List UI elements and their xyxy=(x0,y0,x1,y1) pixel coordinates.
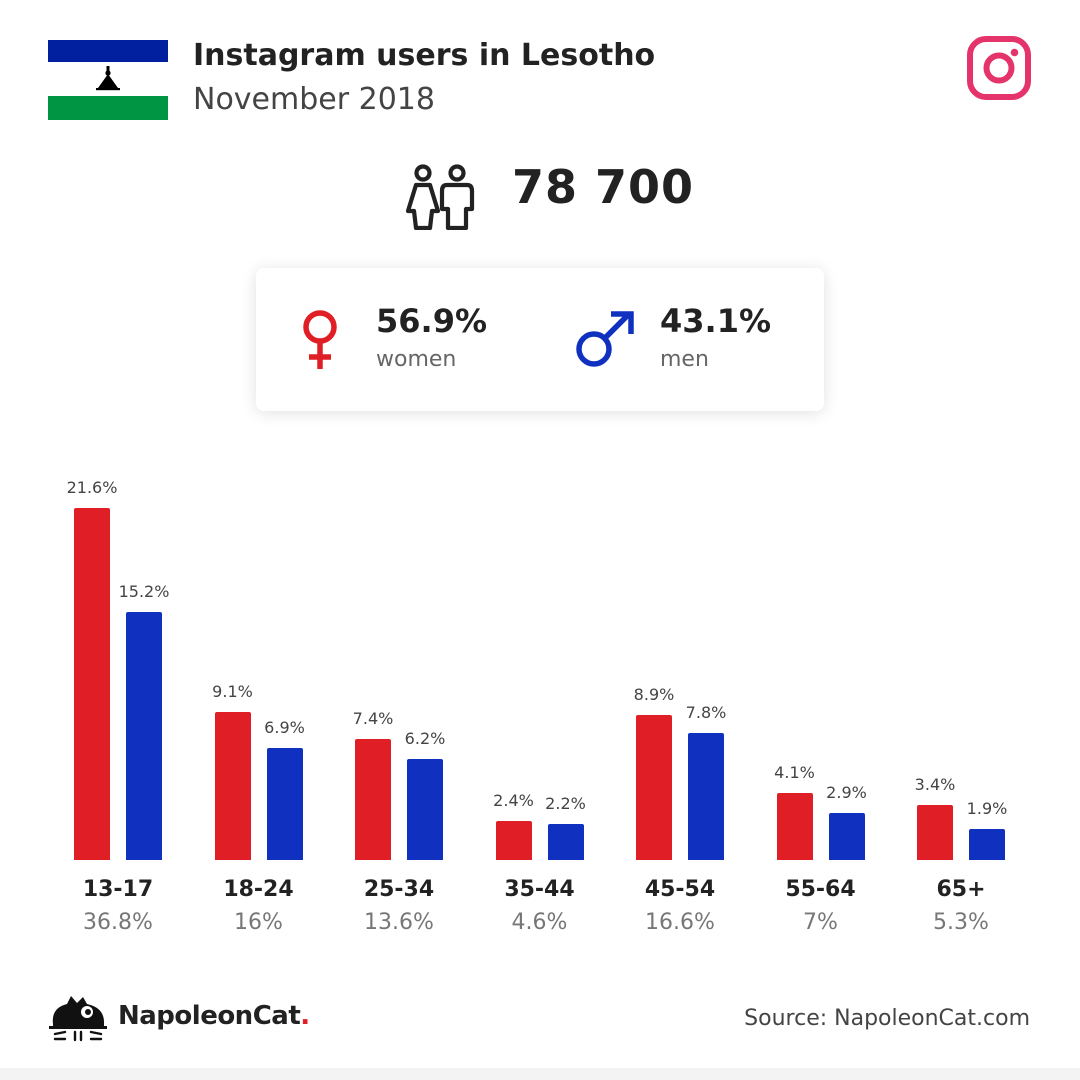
bar-55-64-women xyxy=(776,793,813,860)
category-label-45-54: 45-54 xyxy=(644,877,716,902)
men-percent: 43.1% xyxy=(660,302,772,340)
value-label-25-34-women: 7.4% xyxy=(352,709,394,728)
lesotho-flag xyxy=(48,40,168,120)
total-users: 78 700 xyxy=(512,160,695,214)
female-symbol-icon xyxy=(303,310,337,369)
male-symbol-icon xyxy=(576,311,634,367)
gender-card xyxy=(256,268,824,411)
value-label-18-24-men: 6.9% xyxy=(264,718,305,737)
napoleoncat-logo-icon xyxy=(49,996,107,1042)
category-label-35-44: 35-44 xyxy=(504,877,575,902)
value-label-65+-men: 1.9% xyxy=(966,799,1008,818)
bar-35-44-women xyxy=(495,821,532,860)
page-title: Instagram users in Lesotho xyxy=(193,38,656,73)
women-percent: 56.9% xyxy=(376,302,488,340)
value-label-55-64-men: 2.9% xyxy=(826,783,867,802)
value-label-35-44-men: 2.2% xyxy=(545,794,586,813)
value-label-45-54-women: 8.9% xyxy=(633,685,675,704)
value-label-13-17-men: 15.2% xyxy=(118,582,170,601)
category-total-45-54: 16.6% xyxy=(645,910,715,935)
men-label: men xyxy=(660,347,709,372)
bar-45-54-women xyxy=(636,715,672,860)
category-total-13-17: 36.8% xyxy=(83,910,153,935)
category-label-25-34: 25-34 xyxy=(363,877,435,902)
category-label-18-24: 18-24 xyxy=(223,877,294,902)
bar-13-17-men xyxy=(126,612,162,860)
bar-65+-men xyxy=(969,829,1005,860)
value-label-13-17-women: 21.6% xyxy=(66,478,118,497)
category-total-25-34: 13.6% xyxy=(364,910,434,935)
category-total-55-64: 7% xyxy=(803,910,838,935)
brand-text: NapoleonCat xyxy=(118,1001,301,1031)
instagram-icon xyxy=(967,36,1031,100)
page-subtitle: November 2018 xyxy=(193,82,435,117)
footer-band xyxy=(0,1068,1080,1080)
category-total-18-24: 16% xyxy=(234,910,283,935)
category-label-55-64: 55-64 xyxy=(785,877,856,902)
value-label-35-44-women: 2.4% xyxy=(493,791,534,810)
value-label-45-54-men: 7.8% xyxy=(685,703,727,722)
value-label-65+-women: 3.4% xyxy=(914,775,956,794)
age-chart: 21.6% 15.2% 13-17 36.8% 9.1% 6.9% 18-24 16% 7.4%… xyxy=(66,478,1008,935)
brand-dot: . xyxy=(300,1001,310,1031)
bar-45-54-men xyxy=(688,733,724,860)
bar-13-17-women xyxy=(74,508,110,860)
category-label-65+: 65+ xyxy=(936,877,986,902)
bar-65+-women xyxy=(917,805,953,860)
category-total-35-44: 4.6% xyxy=(511,910,568,935)
bar-18-24-men xyxy=(266,748,303,860)
category-label-13-17: 13-17 xyxy=(82,877,154,902)
source-text: Source: NapoleonCat.com xyxy=(744,1006,1030,1031)
people-icon xyxy=(405,164,475,230)
value-label-25-34-men: 6.2% xyxy=(404,729,446,748)
women-label: women xyxy=(376,347,457,372)
value-label-55-64-women: 4.1% xyxy=(774,763,815,782)
value-label-18-24-women: 9.1% xyxy=(212,682,253,701)
basotho-hat-icon xyxy=(96,66,120,91)
bar-25-34-women xyxy=(355,739,391,860)
bar-35-44-men xyxy=(547,824,584,860)
category-total-65+: 5.3% xyxy=(933,910,989,935)
bar-18-24-women xyxy=(214,712,251,860)
bar-25-34-men xyxy=(407,759,443,860)
brand-name: NapoleonCat. xyxy=(118,1001,310,1031)
bar-55-64-men xyxy=(828,813,865,860)
